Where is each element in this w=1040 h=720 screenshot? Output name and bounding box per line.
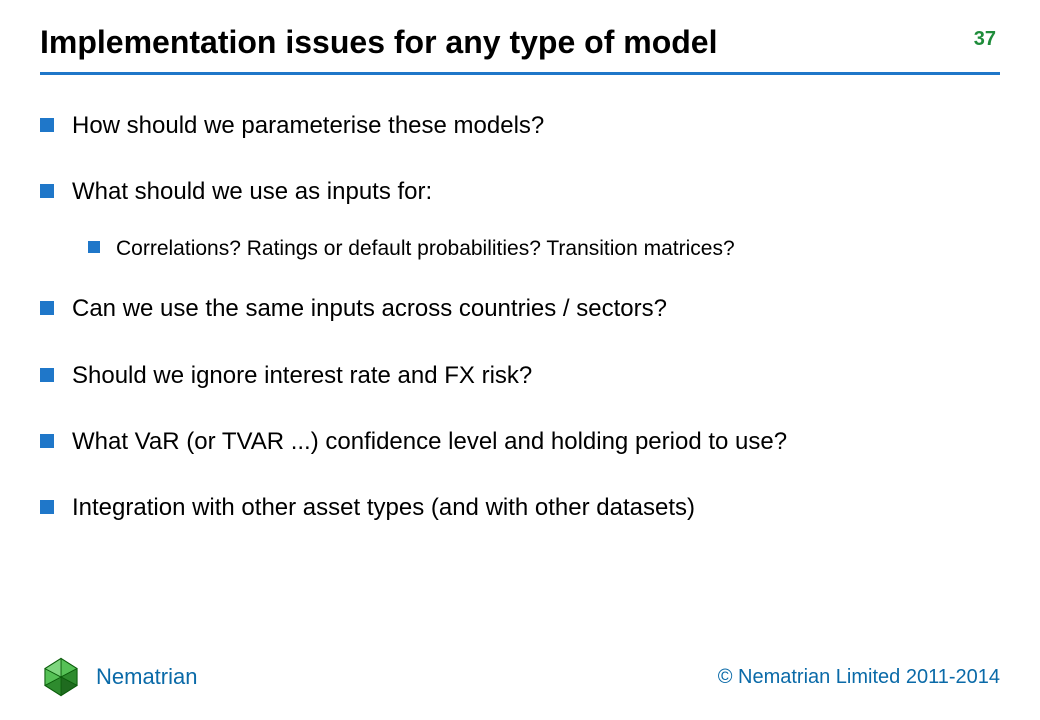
bullet-item: Integration with other asset types (and …: [40, 492, 1000, 524]
bullet-item: What VaR (or TVAR ...) confidence level …: [40, 426, 1000, 458]
bullet-item: How should we parameterise these models?: [40, 110, 1000, 142]
slide-header: Implementation issues for any type of mo…: [40, 24, 1000, 67]
title-divider: [40, 72, 1000, 75]
brand-name: Nematrian: [96, 664, 197, 690]
square-bullet-icon: [40, 368, 54, 382]
bullet-text: What should we use as inputs for:: [72, 176, 432, 208]
bullet-text: Integration with other asset types (and …: [72, 492, 695, 524]
square-bullet-icon: [40, 434, 54, 448]
nematrian-logo-icon: [40, 656, 82, 698]
bullet-text: What VaR (or TVAR ...) confidence level …: [72, 426, 787, 458]
copyright-text: © Nematrian Limited 2011-2014: [718, 666, 1000, 689]
bullet-text: Can we use the same inputs across countr…: [72, 293, 667, 325]
square-bullet-icon: [40, 184, 54, 198]
slide: Implementation issues for any type of mo…: [0, 0, 1040, 720]
bullet-text: Should we ignore interest rate and FX ri…: [72, 360, 532, 392]
bullet-item: What should we use as inputs for:: [40, 176, 1000, 208]
bullet-item: Should we ignore interest rate and FX ri…: [40, 360, 1000, 392]
square-bullet-icon: [88, 241, 100, 253]
bullet-text: How should we parameterise these models?: [72, 110, 544, 142]
square-bullet-icon: [40, 118, 54, 132]
slide-footer: Nematrian © Nematrian Limited 2011-2014: [40, 656, 1000, 698]
slide-title: Implementation issues for any type of mo…: [40, 24, 1000, 61]
footer-brand-group: Nematrian: [40, 656, 197, 698]
page-number: 37: [974, 28, 996, 51]
bullet-text: Correlations? Ratings or default probabi…: [116, 235, 735, 263]
bullet-item: Can we use the same inputs across countr…: [40, 293, 1000, 325]
sub-bullet-item: Correlations? Ratings or default probabi…: [88, 235, 1000, 263]
square-bullet-icon: [40, 301, 54, 315]
slide-body: How should we parameterise these models?…: [40, 110, 1000, 559]
square-bullet-icon: [40, 500, 54, 514]
